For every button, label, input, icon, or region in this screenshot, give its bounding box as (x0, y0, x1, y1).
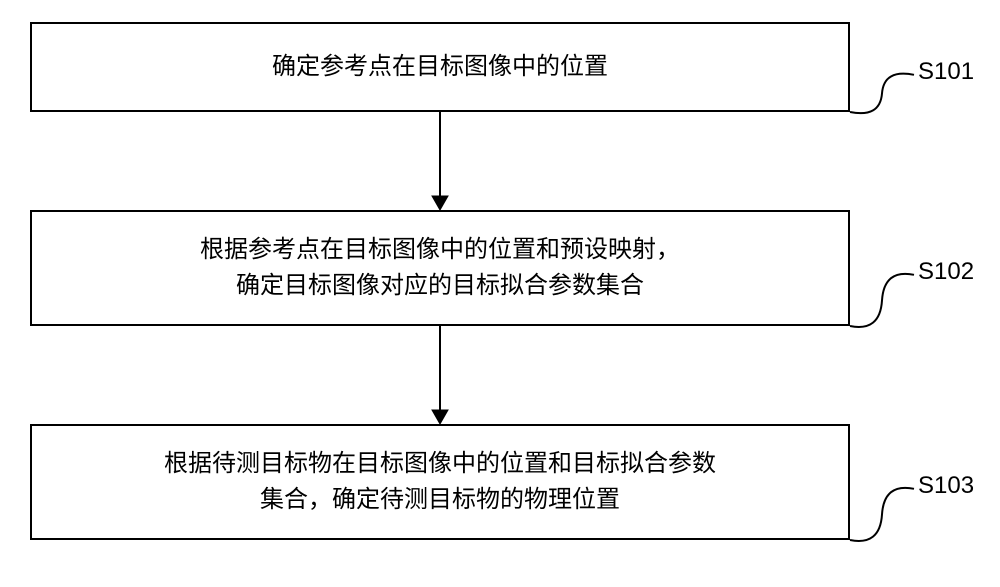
step-text: 根据待测目标物在目标图像中的位置和目标拟合参数 集合，确定待测目标物的物理位置 (144, 446, 736, 518)
step-box-S102: 根据参考点在目标图像中的位置和预设映射， 确定目标图像对应的目标拟合参数集合 (30, 210, 850, 326)
step-text: 确定参考点在目标图像中的位置 (252, 49, 628, 85)
step-label-S102: S102 (918, 258, 974, 286)
flowchart-canvas: 确定参考点在目标图像中的位置 S101 根据参考点在目标图像中的位置和预设映射， 确… (0, 0, 1000, 587)
step-box-S101: 确定参考点在目标图像中的位置 (30, 22, 850, 112)
step-text: 根据参考点在目标图像中的位置和预设映射， 确定目标图像对应的目标拟合参数集合 (180, 232, 700, 304)
step-label-S101: S101 (918, 58, 974, 86)
step-label-S103: S103 (918, 472, 974, 500)
step-box-S103: 根据待测目标物在目标图像中的位置和目标拟合参数 集合，确定待测目标物的物理位置 (30, 424, 850, 540)
